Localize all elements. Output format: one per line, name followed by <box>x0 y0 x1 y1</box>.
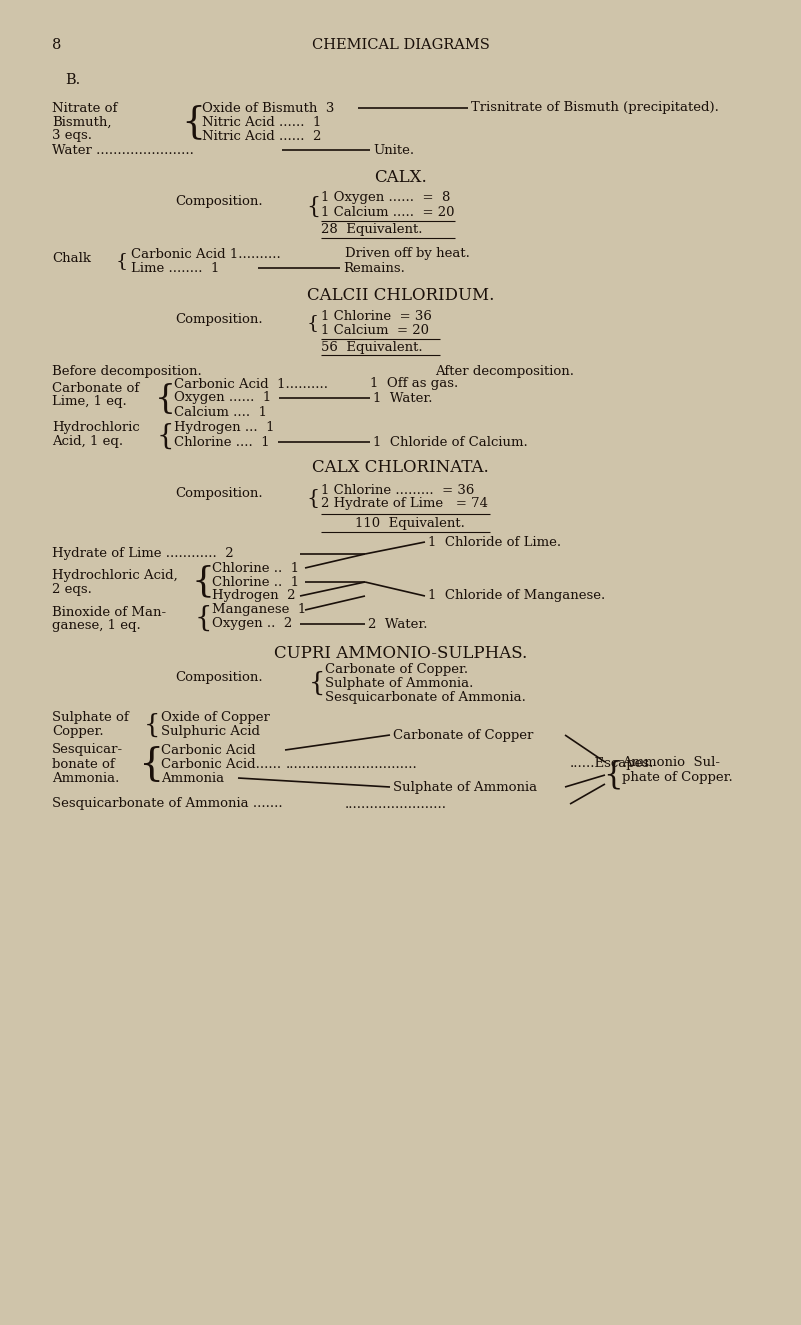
Text: 1 Calcium  = 20: 1 Calcium = 20 <box>321 323 429 337</box>
Text: Composition.: Composition. <box>175 488 263 501</box>
Text: {: { <box>195 604 211 632</box>
Text: Composition.: Composition. <box>175 672 263 685</box>
Text: 110  Equivalent.: 110 Equivalent. <box>355 518 465 530</box>
Text: Oxygen ..  2: Oxygen .. 2 <box>212 617 292 631</box>
Text: Oxide of Copper: Oxide of Copper <box>161 712 270 725</box>
Text: {: { <box>181 103 205 140</box>
Text: 2 eqs.: 2 eqs. <box>52 583 92 596</box>
Text: Ammonio  Sul-: Ammonio Sul- <box>622 755 720 768</box>
Text: Sesquicarbonate of Ammonia .......: Sesquicarbonate of Ammonia ....... <box>52 798 283 811</box>
Text: Oxide of Bismuth  3: Oxide of Bismuth 3 <box>202 102 334 114</box>
Text: Chalk: Chalk <box>52 252 91 265</box>
Text: {: { <box>307 314 319 333</box>
Text: Nitric Acid ......  1: Nitric Acid ...... 1 <box>202 115 321 129</box>
Text: Driven off by heat.: Driven off by heat. <box>345 248 470 261</box>
Text: Nitrate of: Nitrate of <box>52 102 118 114</box>
Text: CUPRI AMMONIO-SULPHAS.: CUPRI AMMONIO-SULPHAS. <box>274 644 527 661</box>
Text: {: { <box>306 196 320 219</box>
Text: Binoxide of Man-: Binoxide of Man- <box>52 606 166 619</box>
Text: Sulphate of: Sulphate of <box>52 712 129 725</box>
Text: Composition.: Composition. <box>175 196 263 208</box>
Text: After decomposition.: After decomposition. <box>435 366 574 379</box>
Text: B.: B. <box>65 73 80 87</box>
Text: 1  Chloride of Lime.: 1 Chloride of Lime. <box>428 535 562 549</box>
Text: ...............................: ............................... <box>286 758 418 771</box>
Text: {: { <box>139 746 165 783</box>
Text: CALX.: CALX. <box>374 170 427 187</box>
Text: Acid, 1 eq.: Acid, 1 eq. <box>52 436 123 448</box>
Text: Chlorine ..  1: Chlorine .. 1 <box>212 575 299 588</box>
Text: Sesquicar-: Sesquicar- <box>52 743 123 757</box>
Text: Copper.: Copper. <box>52 726 103 738</box>
Text: Hydrate of Lime ............  2: Hydrate of Lime ............ 2 <box>52 547 234 560</box>
Text: 2  Water.: 2 Water. <box>368 617 428 631</box>
Text: Sulphuric Acid: Sulphuric Acid <box>161 726 260 738</box>
Text: Bismuth,: Bismuth, <box>52 115 111 129</box>
Text: Unite.: Unite. <box>373 143 414 156</box>
Text: ......Escapes.: ......Escapes. <box>570 758 654 771</box>
Text: Nitric Acid ......  2: Nitric Acid ...... 2 <box>202 130 321 143</box>
Text: Trisnitrate of Bismuth (precipitated).: Trisnitrate of Bismuth (precipitated). <box>471 102 718 114</box>
Text: {: { <box>155 383 175 415</box>
Text: Hydrogen ...  1: Hydrogen ... 1 <box>174 421 275 435</box>
Text: 1  Chloride of Calcium.: 1 Chloride of Calcium. <box>373 436 528 448</box>
Text: Sulphate of Ammonia: Sulphate of Ammonia <box>393 780 537 794</box>
Text: Lime ........  1: Lime ........ 1 <box>131 261 219 274</box>
Text: {: { <box>144 713 160 738</box>
Text: 1 Chlorine  = 36: 1 Chlorine = 36 <box>321 310 432 322</box>
Text: Hydrochloric Acid,: Hydrochloric Acid, <box>52 568 178 582</box>
Text: Chlorine ..  1: Chlorine .. 1 <box>212 562 299 575</box>
Text: Manganese  1: Manganese 1 <box>212 603 306 616</box>
Text: 1  Off as gas.: 1 Off as gas. <box>370 378 458 391</box>
Text: Hydrogen  2: Hydrogen 2 <box>212 590 296 603</box>
Text: Ammonia: Ammonia <box>161 771 224 784</box>
Text: Composition.: Composition. <box>175 314 263 326</box>
Text: {: { <box>307 489 320 507</box>
Text: 28  Equivalent.: 28 Equivalent. <box>321 224 422 236</box>
Text: 56  Equivalent.: 56 Equivalent. <box>321 341 423 354</box>
Text: {: { <box>156 423 174 449</box>
Text: ganese, 1 eq.: ganese, 1 eq. <box>52 620 141 632</box>
Text: {: { <box>309 670 325 696</box>
Text: 1 Chlorine .........  = 36: 1 Chlorine ......... = 36 <box>321 484 474 497</box>
Text: Sulphate of Ammonia.: Sulphate of Ammonia. <box>325 677 473 690</box>
Text: 1  Chloride of Manganese.: 1 Chloride of Manganese. <box>428 590 606 603</box>
Text: Carbonic Acid......: Carbonic Acid...... <box>161 758 281 771</box>
Text: 1 Oxygen ......  =  8: 1 Oxygen ...... = 8 <box>321 192 450 204</box>
Text: Carbonate of: Carbonate of <box>52 382 139 395</box>
Text: Lime, 1 eq.: Lime, 1 eq. <box>52 395 127 408</box>
Text: Carbonic Acid: Carbonic Acid <box>161 743 256 757</box>
Text: {: { <box>191 564 215 598</box>
Text: Sesquicarbonate of Ammonia.: Sesquicarbonate of Ammonia. <box>325 692 526 705</box>
Text: Carbonate of Copper: Carbonate of Copper <box>393 729 533 742</box>
Text: Remains.: Remains. <box>343 261 405 274</box>
Text: 2 Hydrate of Lime   = 74: 2 Hydrate of Lime = 74 <box>321 497 488 510</box>
Text: Chlorine ....  1: Chlorine .... 1 <box>174 436 270 448</box>
Text: bonate of: bonate of <box>52 758 115 771</box>
Text: Before decomposition.: Before decomposition. <box>52 366 202 379</box>
Text: Calcium ....  1: Calcium .... 1 <box>174 405 267 419</box>
Text: Carbonic Acid  1..........: Carbonic Acid 1.......... <box>174 378 328 391</box>
Text: {: { <box>116 252 128 270</box>
Text: Carbonate of Copper.: Carbonate of Copper. <box>325 664 468 677</box>
Text: ........................: ........................ <box>345 798 447 811</box>
Text: Carbonic Acid 1..........: Carbonic Acid 1.......... <box>131 248 280 261</box>
Text: phate of Copper.: phate of Copper. <box>622 771 733 784</box>
Text: Water .......................: Water ....................... <box>52 143 194 156</box>
Text: 1  Water.: 1 Water. <box>373 391 433 404</box>
Text: CALCII CHLORIDUM.: CALCII CHLORIDUM. <box>307 286 494 303</box>
Text: CALX CHLORINATA.: CALX CHLORINATA. <box>312 460 489 477</box>
Text: CHEMICAL DIAGRAMS: CHEMICAL DIAGRAMS <box>312 38 489 52</box>
Text: Ammonia.: Ammonia. <box>52 771 119 784</box>
Text: Oxygen ......  1: Oxygen ...... 1 <box>174 391 272 404</box>
Text: Hydrochloric: Hydrochloric <box>52 421 139 435</box>
Text: 8: 8 <box>52 38 62 52</box>
Text: {: { <box>603 759 623 791</box>
Text: 1 Calcium .....  = 20: 1 Calcium ..... = 20 <box>321 205 454 219</box>
Text: 3 eqs.: 3 eqs. <box>52 130 92 143</box>
